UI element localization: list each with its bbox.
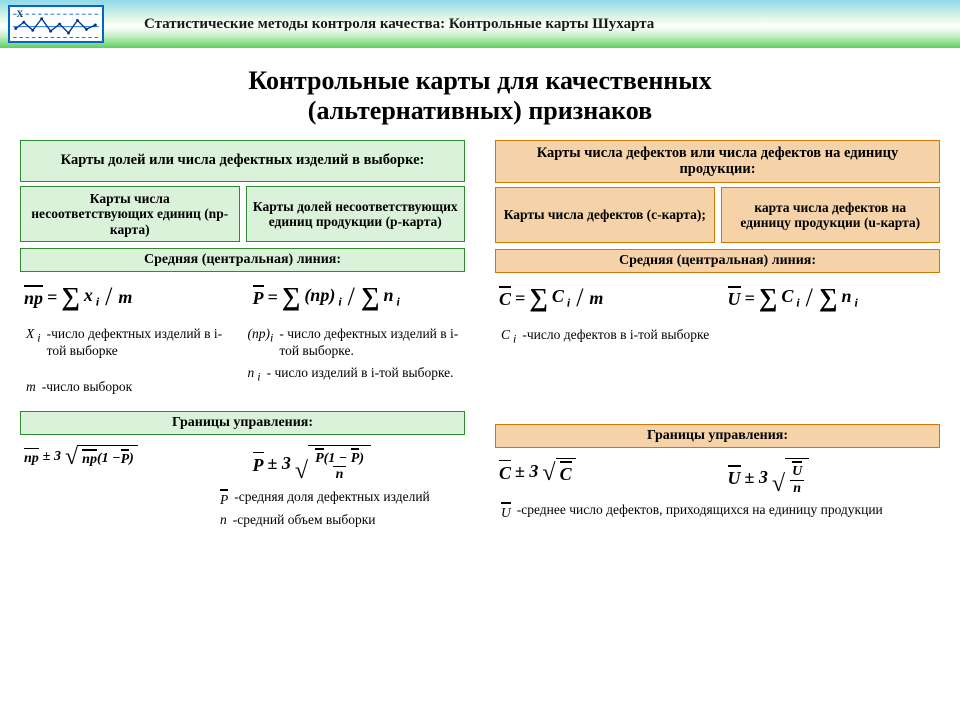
right-limits-formulas: C ± 3 √C U ± 3 √ Un: [495, 456, 940, 500]
left-defs-block1: X i -число дефектных изделий в i-той выб…: [20, 324, 465, 401]
formula-np-limits: np ± 3 √np(1 − P): [24, 445, 233, 469]
right-sub-c: Карты числа дефектов (с-карта);: [495, 187, 715, 243]
sym-m: m: [26, 379, 36, 395]
slide-title: Контрольные карты для качественных (альт…: [20, 66, 940, 126]
sym-ci: C: [501, 327, 510, 342]
txt-ubar: -среднее число дефектов, приходящихся на…: [517, 502, 883, 521]
right-limits-bar: Границы управления:: [495, 424, 940, 448]
right-header: Карты числа дефектов или числа дефектов …: [495, 140, 940, 183]
left-column: Карты долей или числа дефектных изделий …: [20, 140, 465, 535]
formula-p-bar: P = ∑(np) i/∑n i: [253, 282, 462, 312]
right-sub-u: карта числа дефектов на единицу продукци…: [721, 187, 941, 243]
slide-title-line2: (альтернативных) признаков: [308, 96, 652, 125]
right-column: Карты числа дефектов или числа дефектов …: [495, 140, 940, 535]
formula-u-bar: U = ∑C i/∑n i: [728, 283, 937, 313]
sym-ubar: U: [501, 502, 511, 521]
txt-ni: - число изделий в i-той выборке.: [267, 365, 454, 384]
right-defs-block2: U -среднее число дефектов, приходящихся …: [495, 500, 940, 527]
right-central-bar: Средняя (центральная) линия:: [495, 249, 940, 273]
txt-n: -средний объем выборки: [233, 512, 376, 528]
txt-ci: -число дефектов в i-той выборке: [522, 327, 709, 346]
formula-u-limits: U ± 3 √ Un: [728, 458, 937, 496]
sym-n: n: [220, 512, 227, 528]
txt-xi: -число дефектных изделий в i-той выборке: [47, 326, 238, 358]
left-limits-bar: Границы управления:: [20, 411, 465, 435]
txt-m: -число выборок: [42, 379, 133, 395]
left-defs-block2: P -средняя доля дефектных изделий n -сре…: [20, 487, 465, 534]
control-chart-logo: X: [8, 5, 104, 43]
left-sub-p: Карты долей несоответствующих единиц про…: [246, 186, 466, 243]
formula-c-limits: C ± 3 √C: [499, 458, 708, 485]
banner-title: Статистические методы контроля качества:…: [124, 16, 952, 33]
sym-xi: X: [26, 326, 34, 341]
slide-title-line1: Контрольные карты для качественных: [248, 66, 711, 95]
formula-c-bar: C = ∑C i/m: [499, 283, 708, 313]
formula-np-bar: np = ∑x i/m: [24, 282, 233, 312]
left-central-formulas: np = ∑x i/m P = ∑(np) i/∑n i: [20, 280, 465, 324]
sym-pbar: P: [220, 489, 228, 508]
sym-npi: (np): [248, 326, 271, 341]
formula-p-limits: P ± 3 √ P(1 − P)n: [253, 445, 462, 483]
right-defs-block1: C i -число дефектов в i-той выборке: [495, 325, 940, 352]
left-sub-np: Карты числа несоответствующих единиц (nр…: [20, 186, 240, 243]
left-central-bar: Средняя (центральная) линия:: [20, 248, 465, 272]
txt-pbar: -средняя доля дефектных изделий: [234, 489, 430, 508]
top-banner: X Статистические методы контроля качеств…: [0, 0, 960, 48]
txt-npi: - число дефектных изделий в i-той выборк…: [279, 326, 459, 358]
right-central-formulas: C = ∑C i/m U = ∑C i/∑n i: [495, 281, 940, 325]
left-header: Карты долей или числа дефектных изделий …: [20, 140, 465, 182]
left-limits-formulas: np ± 3 √np(1 − P) P ± 3 √ P(1 − P)n: [20, 443, 465, 487]
